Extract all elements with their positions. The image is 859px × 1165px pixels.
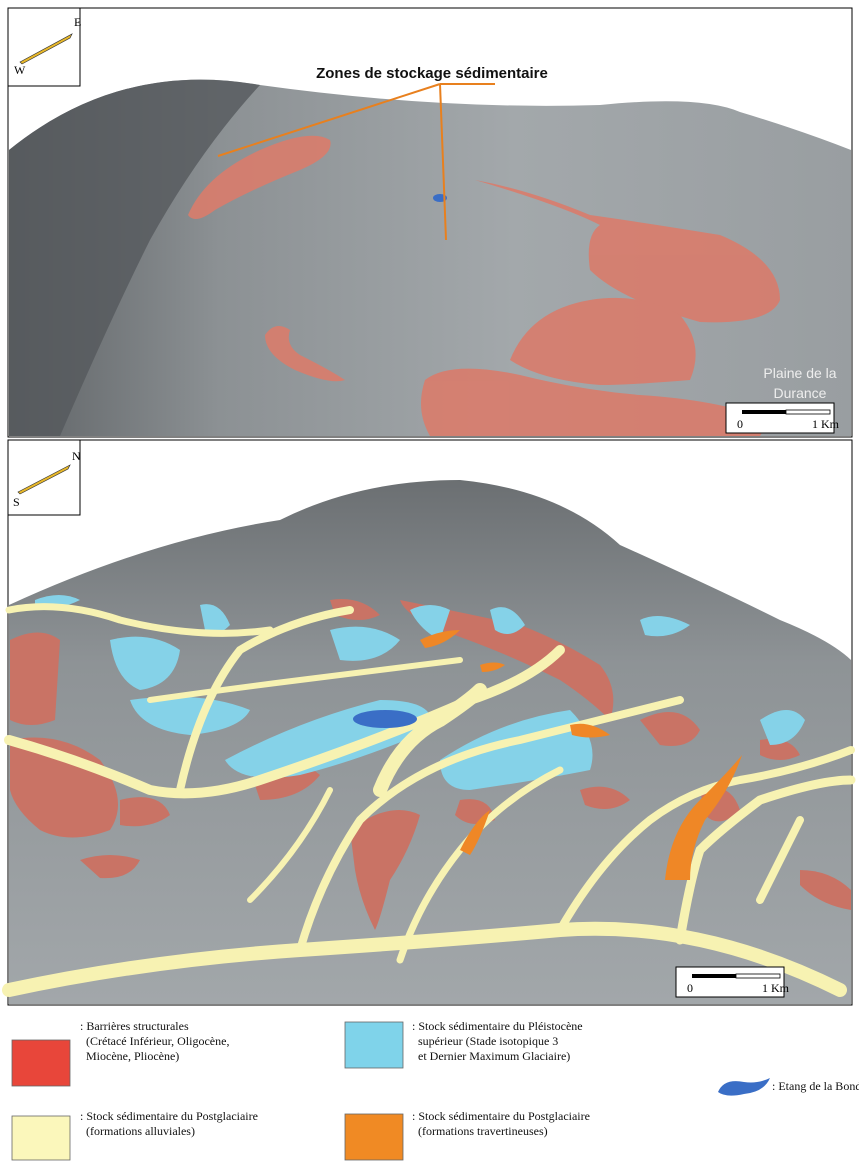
scale-bar <box>742 410 786 414</box>
scale-box <box>675 966 785 998</box>
pond <box>353 710 417 728</box>
compass-arrow <box>17 464 71 495</box>
legend-label: : Stock sédimentaire du Postglaciaire <box>80 1109 258 1123</box>
legend-label: et Dernier Maximum Glaciaire) <box>418 1049 570 1063</box>
compass-box <box>7 439 81 516</box>
scale-label: 1 Km <box>762 981 790 995</box>
bottom-panel: N S 0 1 Km <box>2 439 856 1006</box>
scale-bar <box>692 974 736 978</box>
compass-label: S <box>13 495 20 509</box>
compass-arrow <box>19 33 73 65</box>
legend-swatch <box>344 1113 404 1161</box>
legend-swatch <box>11 1115 71 1161</box>
legend-label: : Etang de la Bonde <box>772 1079 859 1093</box>
legend-label: Miocène, Pliocène) <box>86 1049 179 1063</box>
compass-box <box>7 7 81 87</box>
legend: : Barrières structurales(Crétacé Inférie… <box>11 1019 859 1161</box>
leader-lines <box>217 83 495 241</box>
postglacial-travertine <box>420 630 742 880</box>
scale-box <box>725 402 835 434</box>
legend-label: (formations travertineuses) <box>418 1124 548 1138</box>
sediment-zones <box>188 135 780 436</box>
legend-label: : Stock sédimentaire du Pléistocène <box>412 1019 583 1033</box>
legend-label: (formations alluviales) <box>86 1124 195 1138</box>
scale-bar <box>785 409 831 415</box>
scale-label: 1 Km <box>812 417 840 431</box>
legend-swatch <box>718 1078 770 1096</box>
top-panel: Zones de stockage sédimentaire Plaine de… <box>7 7 853 438</box>
legend-label: (Crétacé Inférieur, Oligocène, <box>86 1034 229 1048</box>
legend-swatch <box>344 1021 404 1069</box>
scale-label: 0 <box>737 417 743 431</box>
compass-label: E <box>74 15 81 29</box>
legend-swatch <box>11 1039 71 1087</box>
place-label: Durance <box>774 385 827 401</box>
ridge <box>9 79 260 436</box>
scale-bar <box>735 973 781 979</box>
legend-label: : Barrières structurales <box>80 1019 189 1033</box>
scale-label: 0 <box>687 981 693 995</box>
legend-label: : Stock sédimentaire du Postglaciaire <box>412 1109 590 1123</box>
legend-label: supérieur (Stade isotopique 3 <box>418 1034 558 1048</box>
place-label: Plaine de la <box>763 365 836 381</box>
annotation: Zones de stockage sédimentaire <box>316 65 548 82</box>
postglacial-alluvial <box>2 603 856 997</box>
compass-label: W <box>14 63 26 77</box>
compass-label: N <box>72 449 81 463</box>
